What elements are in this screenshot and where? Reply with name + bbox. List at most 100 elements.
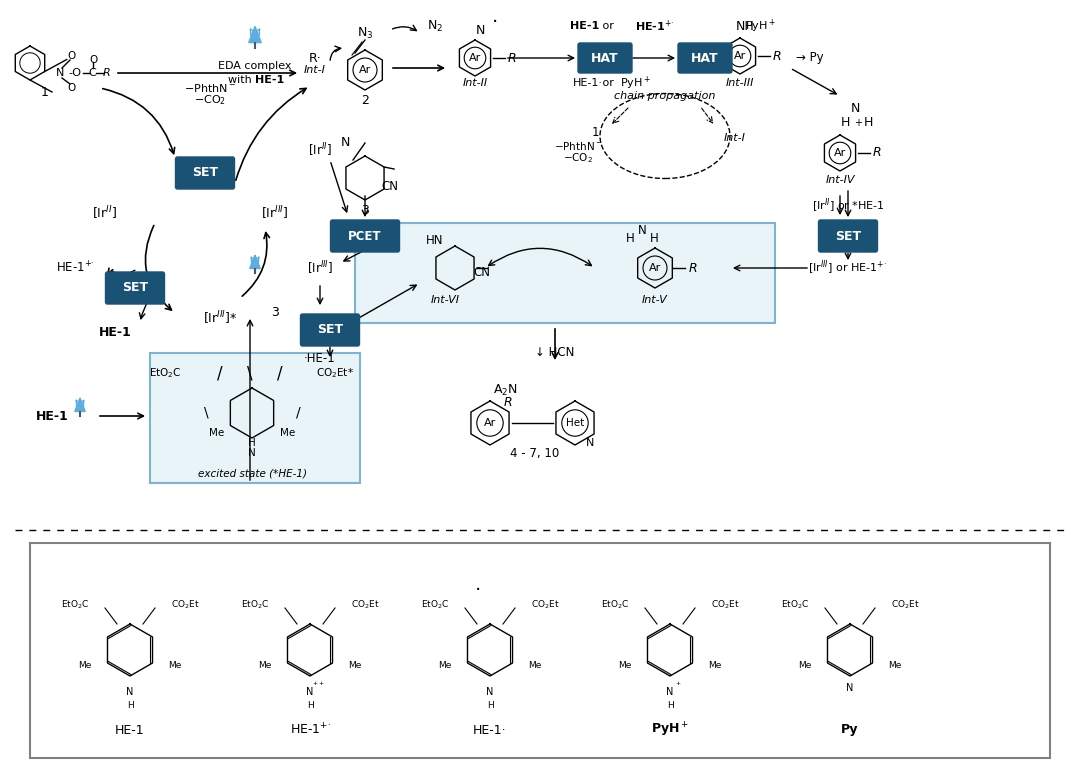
Text: N: N [126,687,134,697]
Text: EtO$_2$C: EtO$_2$C [149,366,181,380]
Text: /: / [296,406,300,420]
Text: [Ir$^{III}$] or HE-1$^{+·}$: [Ir$^{III}$] or HE-1$^{+·}$ [809,259,888,277]
Text: HE-1: HE-1 [98,327,132,339]
Text: 3: 3 [271,307,279,320]
Text: -O: -O [68,68,81,78]
FancyBboxPatch shape [330,220,400,252]
Text: CO$_2$Et: CO$_2$Et [171,599,200,612]
Text: or: or [598,78,617,88]
Text: CO$_2$Et: CO$_2$Et [711,599,740,612]
Text: $-$PhthN$^-$: $-$PhthN$^-$ [184,82,237,94]
Text: HE-1·: HE-1· [473,724,507,737]
Text: Me: Me [528,661,542,670]
Text: $-$PhthN$^-$: $-$PhthN$^-$ [554,140,603,152]
Text: \: \ [247,364,253,382]
Text: CO$_2$Et: CO$_2$Et [351,599,379,612]
Text: N: N [248,448,256,458]
Text: H: H [840,117,850,129]
Text: N: N [475,23,485,37]
Text: Ar: Ar [649,263,661,273]
Text: Het: Het [566,418,584,428]
Text: [Ir$^{III}$]: [Ir$^{III}$] [307,259,333,277]
Text: PCET: PCET [348,230,381,243]
Text: CN: CN [381,180,399,192]
Text: 1: 1 [41,86,49,100]
Polygon shape [75,398,85,412]
Text: O: O [68,51,76,61]
Text: [Ir$^{III}$]*: [Ir$^{III}$]* [203,309,238,327]
Text: HE-1$^{+·}$: HE-1$^{+·}$ [289,722,330,738]
Polygon shape [248,26,261,43]
Text: R: R [503,397,512,409]
Text: Int-I: Int-I [724,133,746,143]
Text: Py: Py [841,724,859,737]
Text: O: O [68,83,76,93]
Text: A$_2$N: A$_2$N [492,383,517,398]
Text: Me: Me [708,661,721,670]
Text: N$_3$: N$_3$ [356,26,374,40]
Text: PyH$^+$: PyH$^+$ [620,75,650,92]
Text: Int-I: Int-I [305,65,326,75]
Text: EtO$_2$C: EtO$_2$C [60,599,90,612]
Text: Int-III: Int-III [726,78,754,88]
Text: R: R [689,261,698,275]
Text: Me: Me [889,661,902,670]
Text: 3: 3 [361,204,369,216]
Text: [Ir$^{II}$] or *HE-1: [Ir$^{II}$] or *HE-1 [811,197,885,216]
Text: [Ir$^{II}$]: [Ir$^{II}$] [308,142,332,159]
FancyBboxPatch shape [30,543,1050,758]
Text: +: + [854,118,862,128]
FancyBboxPatch shape [355,223,775,323]
Text: Int-VI: Int-VI [431,295,459,305]
Text: H: H [126,700,133,710]
Text: H: H [666,700,673,710]
Text: HE-1: HE-1 [570,21,599,31]
Text: C: C [89,68,96,78]
Text: R: R [772,50,781,62]
Text: EtO$_2$C: EtO$_2$C [421,599,449,612]
Text: H: H [248,438,256,448]
Text: HE-1·: HE-1· [573,78,603,88]
Text: CO$_2$Et*: CO$_2$Et* [316,366,354,380]
Text: N: N [666,687,674,697]
Text: $-$CO$_2$: $-$CO$_2$ [194,93,226,107]
Polygon shape [249,255,260,268]
Text: HN: HN [427,233,444,247]
Text: HE-1: HE-1 [255,75,284,85]
Text: H: H [863,117,873,129]
Text: chain propagation: chain propagation [615,91,716,101]
Text: 4 - 7, 10: 4 - 7, 10 [511,447,559,460]
Text: with: with [228,75,255,85]
Text: EtO$_2$C: EtO$_2$C [781,599,809,612]
Text: 2: 2 [361,93,369,107]
Text: O: O [89,55,97,65]
Text: $^{++}$: $^{++}$ [312,681,324,689]
Text: ·HE-1: ·HE-1 [305,352,336,365]
FancyBboxPatch shape [819,220,877,252]
Text: [Ir$^{II}$]: [Ir$^{II}$] [93,205,118,222]
Text: HAT: HAT [691,51,719,65]
Text: 1: 1 [591,127,598,139]
Text: Ar: Ar [469,53,481,63]
Text: excited state (*HE-1): excited state (*HE-1) [198,468,307,478]
Text: PyH$^+$: PyH$^+$ [744,17,775,35]
Text: R: R [508,51,516,65]
Text: CN: CN [473,267,490,279]
FancyBboxPatch shape [150,353,360,483]
Text: HAT: HAT [591,51,619,65]
Text: /: / [217,364,222,382]
Text: H: H [625,232,634,244]
Text: \: \ [204,406,208,420]
Text: Me: Me [210,428,225,438]
Text: R·: R· [309,51,322,65]
Text: ·: · [475,580,481,600]
Text: SET: SET [192,166,218,180]
Text: → Py: → Py [796,51,824,65]
Text: Me: Me [168,661,181,670]
Text: R: R [873,146,881,159]
Text: Me: Me [798,661,812,670]
Text: N: N [486,687,494,697]
Text: N$_2$: N$_2$ [427,19,443,33]
FancyBboxPatch shape [678,43,732,73]
Text: HE-1$^{+·}$: HE-1$^{+·}$ [56,261,94,275]
